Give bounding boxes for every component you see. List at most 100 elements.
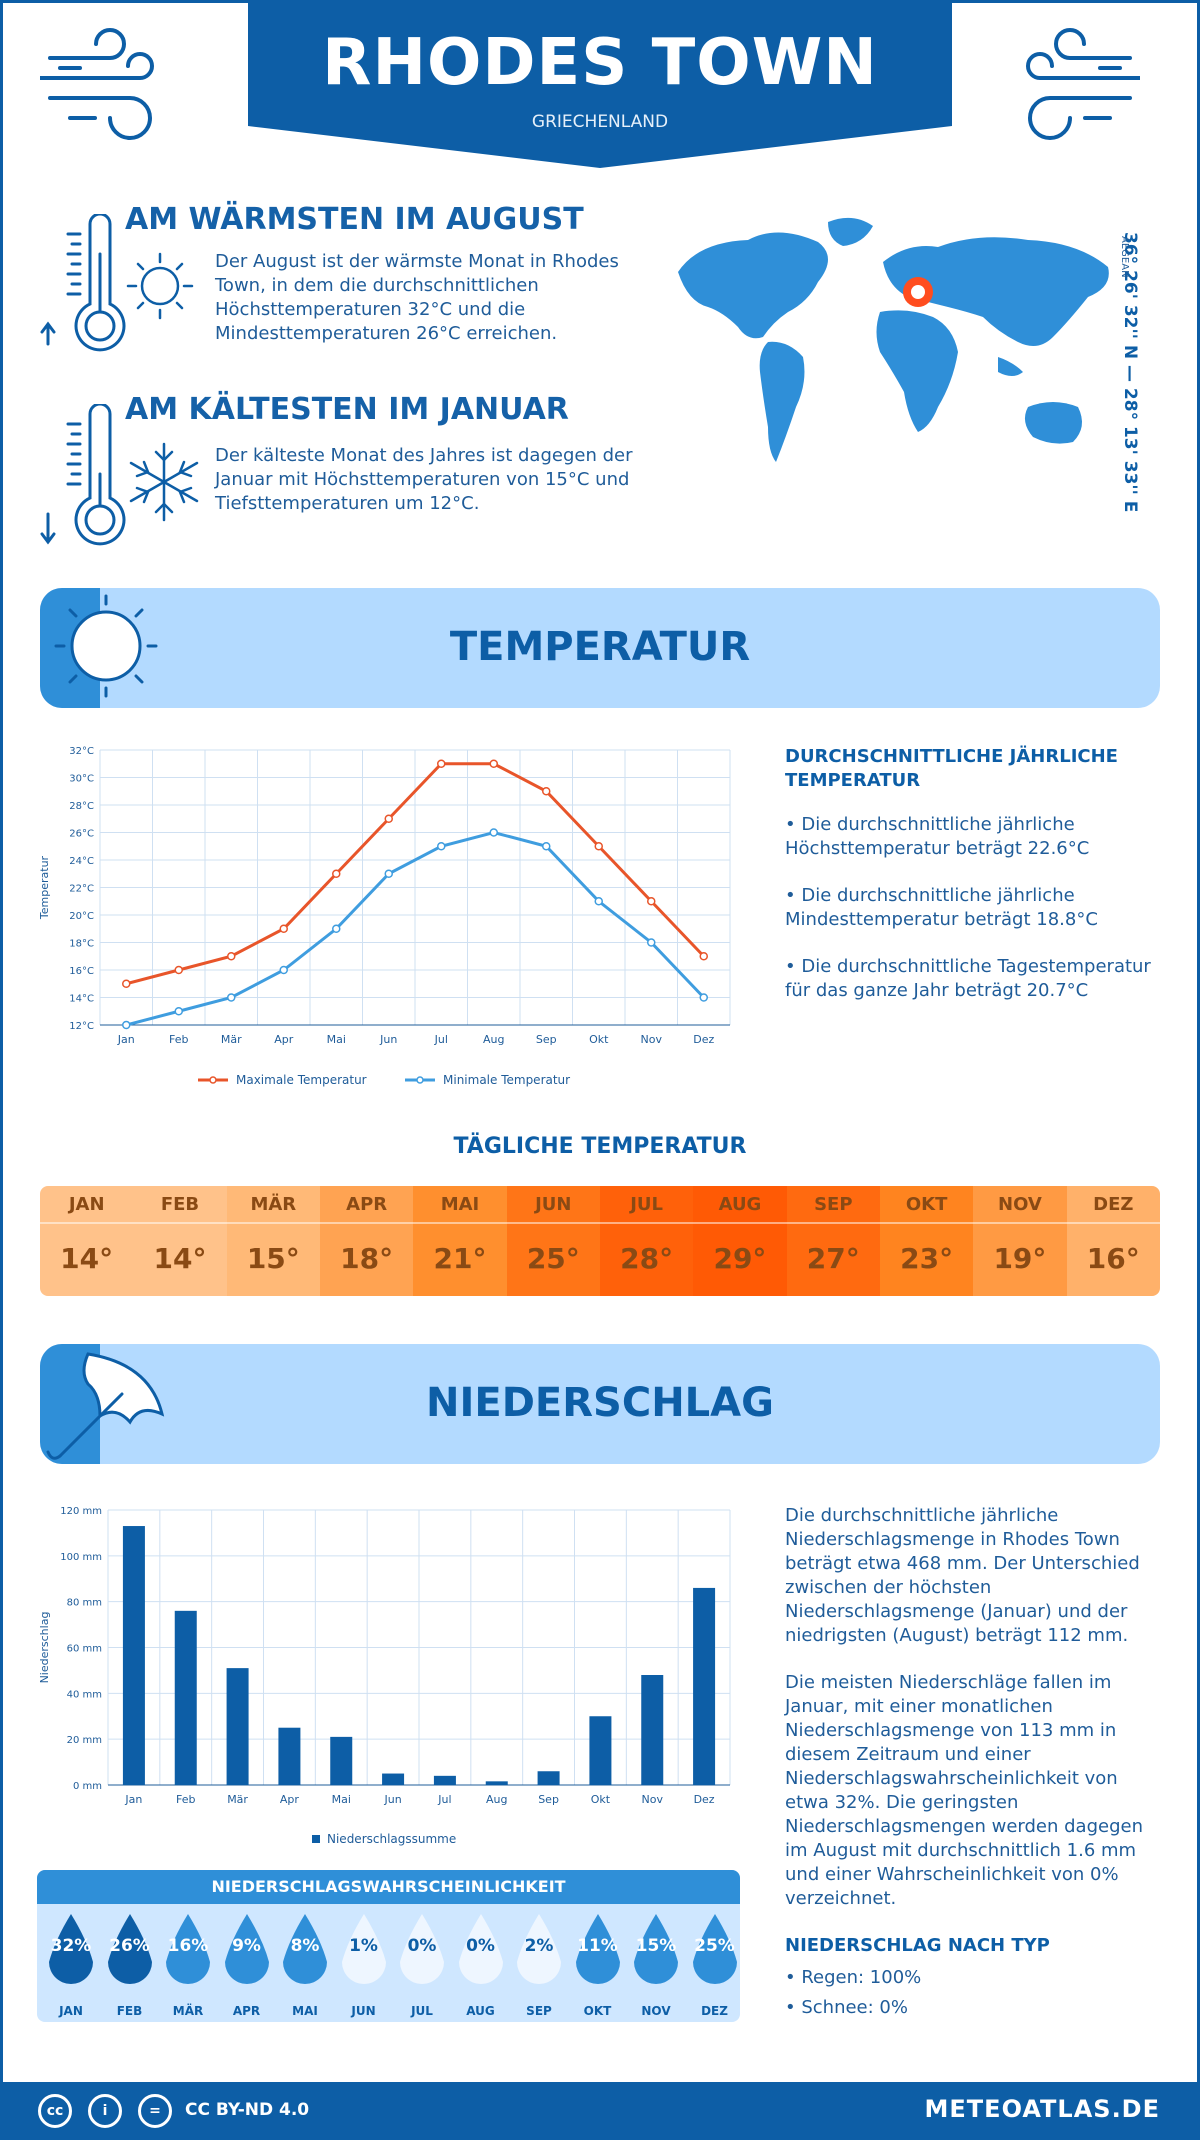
data-point (227, 952, 236, 961)
probability-month: MAI (292, 2004, 318, 2018)
x-tick-label: Nov (642, 1793, 664, 1806)
precipitation-probability-box: NIEDERSCHLAGSWAHRSCHEINLICHKEIT 32% JAN 26… (37, 1870, 740, 2022)
data-point (489, 759, 498, 768)
data-point (647, 938, 656, 947)
raindrop-icon (166, 1914, 210, 1984)
x-tick-label: Feb (169, 1033, 188, 1046)
x-tick-label: Mai (327, 1033, 346, 1046)
x-tick-label: Jun (379, 1033, 397, 1046)
daily-temperature-cell: JUN 25° (506, 1186, 600, 1296)
legend-marker (416, 1076, 424, 1084)
probability-month: AUG (466, 2004, 495, 2018)
probability-value: 0% (466, 1936, 495, 1956)
y-tick-label: 40 mm (67, 1689, 102, 1700)
daily-temperature-cell: APR 18° (319, 1186, 414, 1296)
month-label: NOV (973, 1186, 1067, 1224)
temperature-chart: 12°C 14°C 16°C 18°C 20°C 22°C 24°C 26°C 28°C 30°C… (38, 746, 731, 1087)
x-tick-label: Jul (434, 1033, 448, 1046)
probability-month: JUL (411, 2004, 433, 2018)
month-label: JUN (506, 1186, 600, 1224)
probability-drop: 0% AUG (453, 1910, 509, 2018)
probability-value: 32% (50, 1936, 92, 1956)
y-tick-label: 14°C (69, 994, 94, 1005)
probability-drop: 9% APR (219, 1910, 275, 2018)
x-tick-label: Okt (591, 1793, 611, 1806)
probability-drop: 0% JUL (394, 1910, 450, 2018)
probability-drop: 26% FEB (102, 1910, 158, 2018)
y-tick-label: 32°C (69, 746, 94, 757)
data-point (332, 869, 341, 878)
y-tick-label: 120 mm (60, 1506, 102, 1517)
legend-swatch (312, 1835, 320, 1843)
region-label: AEGEAN (1119, 236, 1130, 278)
daily-temperature-cell: NOV 19° (973, 1186, 1067, 1296)
daily-temperature-value: 21° (433, 1242, 487, 1275)
raindrop-icon (400, 1914, 444, 1984)
daily-temperature-cell: MAI 21° (413, 1186, 507, 1296)
series-line (125, 762, 705, 986)
month-label: MAI (413, 1186, 507, 1224)
cc-icon: cc (38, 2094, 72, 2128)
footer: cc i = CC BY-ND 4.0 METEOATLAS.DE (0, 2082, 1200, 2140)
daily-temperature-cell: FEB 14° (133, 1186, 227, 1296)
daily-temperature-cell: JAN 14° (40, 1186, 134, 1296)
x-tick-label: Feb (176, 1793, 195, 1806)
x-tick-label: Sep (538, 1793, 559, 1806)
x-tick-label: Mär (221, 1033, 242, 1046)
y-tick-label: 24°C (69, 856, 94, 867)
coldest-text: Der kälteste Monat des Jahres ist dagege… (215, 445, 633, 514)
header-ribbon (248, 0, 952, 168)
raindrop-icon (341, 1914, 386, 1984)
raindrop-icon (517, 1914, 561, 1984)
legend-label: Minimale Temperatur (443, 1073, 570, 1087)
y-tick-label: 18°C (69, 939, 94, 950)
daily-temperature-value: 16° (1086, 1242, 1140, 1275)
probability-month: OKT (583, 2004, 612, 2018)
brand-link[interactable]: METEOATLAS.DE (924, 2095, 1160, 2123)
precipitation-text-1: Die durchschnittliche jährliche Niedersc… (785, 1505, 1140, 1646)
data-point (384, 814, 393, 823)
month-label: MÄR (226, 1186, 320, 1224)
precipitation-text-2: Die meisten Niederschläge fallen im Janu… (785, 1672, 1143, 1909)
y-tick-label: 26°C (69, 829, 94, 840)
thermometer-cold-icon (40, 404, 199, 546)
probability-value: 8% (290, 1936, 320, 1956)
raindrop-icon (224, 1914, 269, 1984)
x-tick-label: Dez (694, 1793, 715, 1806)
probability-month: APR (232, 2004, 261, 2018)
y-tick-label: 20°C (69, 911, 94, 922)
data-point (279, 965, 288, 975)
bar (174, 1610, 197, 1785)
x-tick-label: Sep (536, 1033, 557, 1046)
y-tick-label: 28°C (69, 801, 94, 812)
daily-temperature-value: 19° (993, 1242, 1047, 1275)
x-tick-label: Jan (124, 1793, 142, 1806)
bar (485, 1781, 508, 1785)
rain-share: • Regen: 100% (785, 1967, 922, 1988)
bar (278, 1727, 301, 1785)
daily-temperature-value: 14° (60, 1242, 114, 1275)
month-label: FEB (133, 1186, 227, 1224)
precipitation-type-heading: NIEDERSCHLAG NACH TYP (785, 1935, 1050, 1956)
probability-drop: 32% JAN (43, 1910, 99, 2018)
x-tick-label: Nov (641, 1033, 663, 1046)
data-point (279, 924, 288, 933)
page-subtitle: GRIECHENLAND (531, 112, 669, 132)
bar (641, 1675, 664, 1785)
probability-drop: 11% OKT (570, 1910, 626, 2018)
data-point (594, 842, 603, 851)
x-tick-label: Apr (280, 1793, 300, 1806)
header: RHODES TOWN GRIECHENLAND (248, 0, 952, 168)
warmest-text: Der August ist der wärmste Monat in Rhod… (215, 251, 619, 344)
x-tick-label: Okt (589, 1033, 609, 1046)
data-point (647, 897, 656, 906)
month-label: APR (319, 1186, 414, 1224)
daily-temperature-cell: MÄR 15° (226, 1186, 320, 1296)
raindrop-icon (49, 1914, 93, 1984)
series-line (125, 830, 705, 1027)
probability-drop: 25% DEZ (687, 1910, 741, 2018)
daily-temperature-value: 23° (900, 1242, 954, 1275)
data-point (489, 828, 498, 837)
data-point (122, 979, 131, 988)
probability-value: 26% (109, 1936, 150, 1956)
